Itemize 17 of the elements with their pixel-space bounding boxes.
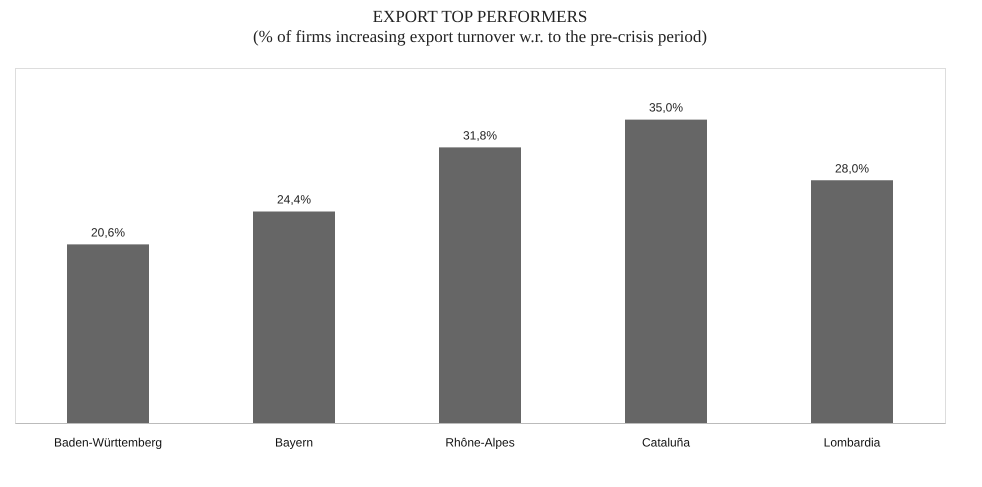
bar xyxy=(67,244,149,423)
data-label: 35,0% xyxy=(648,100,684,115)
x-tick-label: Lombardia xyxy=(824,436,881,450)
data-label: 24,4% xyxy=(276,192,312,206)
x-tick-label: Rhône-Alpes xyxy=(445,436,515,450)
x-tick-label: Baden-Württemberg xyxy=(54,436,162,450)
x-tick-label: Bayern xyxy=(274,436,314,450)
data-label: 28,0% xyxy=(834,161,870,176)
bar xyxy=(625,120,707,423)
chart-title: EXPORT TOP PERFORMERS xyxy=(372,7,588,26)
data-label: 20,6% xyxy=(90,225,126,240)
chart-subtitle: (% of firms increasing export turnover w.r. to the pre-crisis period) xyxy=(253,27,707,46)
bar xyxy=(253,211,335,423)
x-tick-label: Cataluña xyxy=(642,436,690,450)
data-label: 31,8% xyxy=(462,128,498,142)
bar xyxy=(811,180,893,423)
bar xyxy=(439,147,521,423)
